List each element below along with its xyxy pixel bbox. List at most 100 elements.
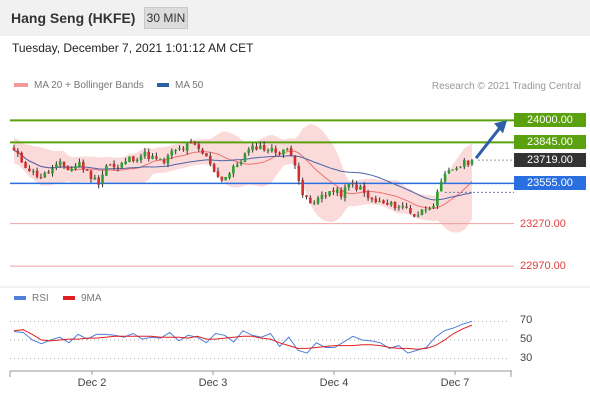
candle-body bbox=[124, 161, 127, 164]
legend-ma50-label: MA 50 bbox=[175, 80, 204, 91]
candle-body bbox=[162, 159, 166, 164]
candle-body bbox=[170, 150, 174, 156]
candle-body bbox=[112, 163, 116, 168]
candle-body bbox=[108, 164, 112, 166]
candle-body bbox=[193, 142, 197, 145]
candle-body bbox=[35, 170, 39, 177]
candle-body bbox=[436, 191, 439, 206]
candle-body bbox=[47, 171, 50, 174]
candle-body bbox=[416, 215, 420, 217]
candle-body bbox=[463, 160, 466, 167]
candle-body bbox=[97, 177, 100, 185]
candle-body bbox=[359, 186, 362, 190]
candle-body bbox=[128, 156, 131, 162]
candle-body bbox=[185, 143, 189, 151]
level-label-23719-00: 23719.00 bbox=[514, 153, 586, 168]
legend-9ma-label: 9MA bbox=[81, 293, 102, 304]
timeframe-badge[interactable]: 30 MIN bbox=[144, 7, 188, 29]
candle-body bbox=[362, 185, 366, 193]
bollinger-band-layer bbox=[13, 123, 473, 233]
legend-9ma: 9MA bbox=[63, 293, 102, 304]
candles-layer bbox=[12, 120, 507, 218]
candle-body bbox=[147, 151, 151, 160]
candle-body bbox=[351, 183, 354, 185]
candle-body bbox=[347, 183, 351, 188]
candle-body bbox=[409, 208, 412, 214]
candle-body bbox=[139, 156, 143, 161]
level-label-23845-00: 23845.00 bbox=[514, 135, 586, 150]
candle-body bbox=[166, 155, 170, 164]
candle-body bbox=[51, 168, 54, 174]
candle-body bbox=[424, 209, 428, 211]
candle-body bbox=[382, 200, 385, 204]
candle-body bbox=[262, 145, 266, 151]
candle-body bbox=[278, 152, 281, 154]
candle-body bbox=[120, 162, 124, 168]
candle-body bbox=[31, 171, 35, 173]
candle-body bbox=[74, 166, 77, 169]
legend-rsi-label: RSI bbox=[32, 293, 49, 304]
candle-body bbox=[320, 194, 324, 199]
candle-body bbox=[447, 170, 451, 174]
candle-body bbox=[386, 202, 389, 205]
candle-body bbox=[20, 152, 23, 163]
candle-body bbox=[232, 166, 235, 174]
candle-body bbox=[105, 165, 108, 176]
candle-body bbox=[378, 201, 381, 203]
candle-body bbox=[335, 189, 339, 193]
candle-body bbox=[459, 166, 462, 168]
candle-body bbox=[316, 197, 320, 204]
candle-body bbox=[16, 150, 20, 154]
candle-body bbox=[289, 147, 293, 156]
candle-body bbox=[55, 164, 58, 168]
candle-body bbox=[228, 173, 231, 179]
candle-body bbox=[132, 156, 135, 162]
candle-body bbox=[235, 164, 239, 167]
candle-body bbox=[324, 195, 328, 197]
candle-body bbox=[455, 167, 458, 170]
x-tick-label: Dec 3 bbox=[198, 377, 228, 389]
rsi-9ma-line bbox=[13, 324, 473, 350]
candle-body bbox=[93, 177, 97, 180]
candle-body bbox=[151, 155, 154, 159]
candle-body bbox=[355, 184, 358, 190]
legend-bollinger: MA 20 + Bollinger Bands bbox=[14, 80, 144, 91]
bollinger-swatch bbox=[14, 83, 28, 88]
candle-body bbox=[243, 153, 247, 162]
ma20-line bbox=[13, 150, 473, 209]
rsi-tick-30: 30 bbox=[520, 351, 533, 364]
candle-body bbox=[224, 177, 227, 181]
x-tick-label: Dec 7 bbox=[440, 377, 470, 389]
candle-body bbox=[389, 202, 393, 205]
candle-body bbox=[155, 156, 158, 159]
candle-body bbox=[259, 145, 262, 150]
candle-body bbox=[81, 161, 85, 170]
candle-body bbox=[428, 208, 431, 210]
candle-body bbox=[208, 155, 212, 165]
rsi-layer bbox=[0, 286, 590, 377]
candle-body bbox=[466, 160, 470, 165]
candle-body bbox=[28, 168, 31, 172]
candle-body bbox=[24, 162, 27, 168]
level-label-24000-00: 24000.00 bbox=[514, 113, 586, 128]
rsi-swatch bbox=[14, 296, 26, 301]
rsi-tick-70: 70 bbox=[520, 314, 533, 327]
candle-body bbox=[451, 169, 455, 171]
candle-body bbox=[220, 176, 224, 181]
candle-body bbox=[58, 161, 62, 166]
candle-body bbox=[66, 166, 70, 171]
candle-body bbox=[339, 190, 343, 197]
candle-body bbox=[443, 173, 447, 182]
candle-body bbox=[39, 177, 43, 179]
candle-body bbox=[12, 147, 16, 151]
forecast-arrow-line bbox=[474, 125, 503, 160]
candle-body bbox=[89, 170, 93, 179]
candle-body bbox=[432, 205, 435, 208]
level-label-22970-00: 22970.00 bbox=[520, 260, 566, 273]
candle-body bbox=[189, 142, 193, 144]
candle-body bbox=[251, 145, 254, 150]
candle-body bbox=[43, 172, 47, 178]
ma50-line bbox=[13, 150, 473, 201]
candle-body bbox=[62, 161, 66, 167]
